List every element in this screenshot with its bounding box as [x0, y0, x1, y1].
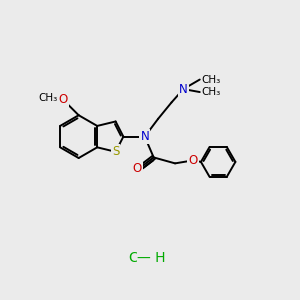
Text: O: O [133, 162, 142, 175]
Text: CH₃: CH₃ [39, 93, 58, 103]
Text: O: O [188, 154, 197, 167]
Text: O: O [58, 93, 68, 106]
Text: CH₃: CH₃ [201, 87, 220, 97]
Text: CH₃: CH₃ [201, 75, 220, 85]
Text: N: N [179, 82, 188, 96]
Text: N: N [140, 130, 149, 143]
Text: S: S [112, 145, 119, 158]
Text: — H: — H [137, 251, 166, 266]
Text: Cl: Cl [128, 251, 142, 266]
